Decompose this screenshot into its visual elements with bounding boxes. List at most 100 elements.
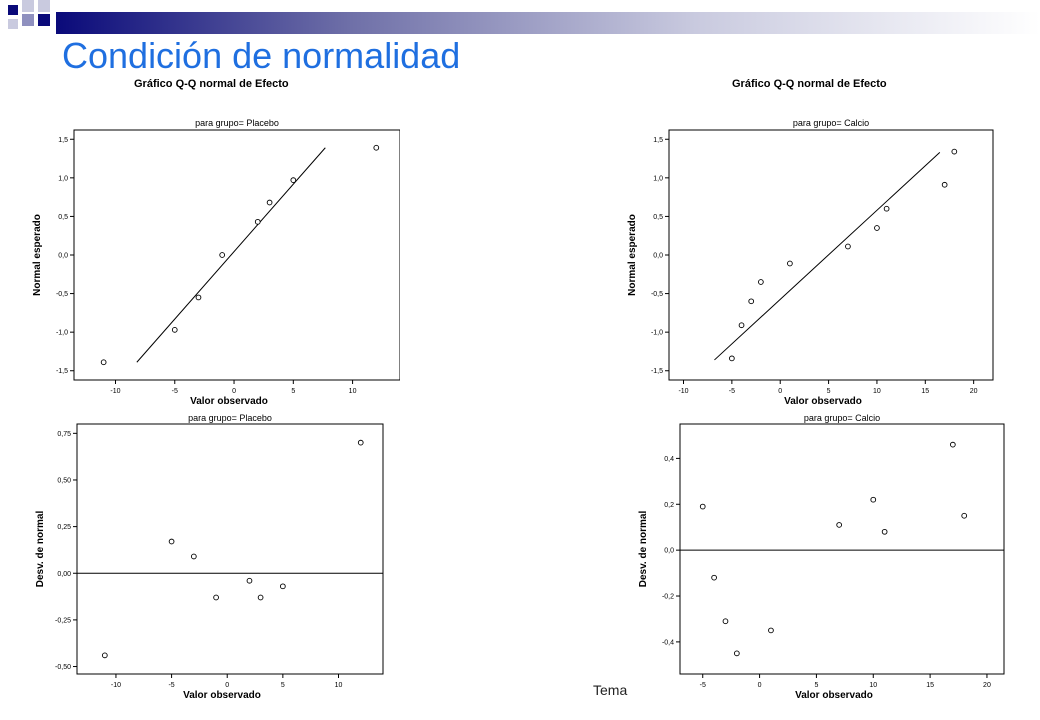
y-tick-label: -1,0 [56,330,68,337]
data-point [246,577,253,584]
x-tick-label: -5 [700,682,706,689]
x-tick-label: 5 [281,682,285,689]
y-tick-label: 0,4 [664,456,674,463]
y-tick-label: 0,25 [57,524,71,531]
plot-frame [668,129,994,381]
y-tick-label: 1,0 [58,175,68,182]
qq-plot-calcio: para grupo= Calcio -10 -5 0 5 10 15 20 -1,5 -1,0 -… [627,118,994,407]
data-point [357,439,364,446]
y-tick-label: 0,00 [57,571,71,578]
data-point [219,252,226,258]
y-tick-label: 0,0 [664,548,674,555]
header-square-dark [8,5,18,15]
chart-heading-placebo: Gráfico Q-Q normal de Efecto [134,78,289,90]
y-tick-label: 0,0 [58,253,68,260]
x-tick-label: 0 [232,388,236,395]
data-point [711,574,717,581]
data-point [787,260,793,267]
y-tick-label: -0,5 [651,291,663,298]
y-tick-label: -1,0 [651,330,663,337]
data-point [845,243,851,250]
x-tick-label: 15 [926,682,934,689]
data-point [836,522,843,528]
slide-title: Condición de normalidad [62,35,461,76]
x-axis-label: Valor observado [183,690,261,701]
x-tick-label: 20 [970,388,978,395]
header-square-light [8,19,18,29]
data-point [949,441,956,448]
y-tick-label: 0,5 [58,214,68,221]
data-point [768,627,774,634]
data-point [748,298,755,305]
y-axis-label: Desv. de normal [35,511,46,588]
data-point [373,144,380,151]
header-square-light [38,0,50,12]
data-point [870,496,877,503]
plot-frame [73,129,400,381]
chart-heading-calcio: Gráfico Q-Q normal de Efecto [732,78,887,90]
x-tick-label: 15 [921,388,929,395]
y-tick-label: -1,5 [56,368,68,375]
data-point [729,355,735,362]
x-tick-label: 5 [814,682,818,689]
y-tick-label: 0,2 [664,502,674,509]
y-tick-label: -0,5 [56,291,68,298]
qq-plot-placebo: para grupo= Placebo -10 -5 0 5 10 -1,5 -1,0 -0,5… [32,118,400,407]
x-tick-label: 10 [335,682,343,689]
x-tick-label: 5 [827,388,831,395]
data-point [738,322,745,329]
y-axis-label: Normal esperado [32,214,43,296]
data-point [100,359,107,366]
detrended-plot-placebo: para grupo= Placebo -10 -5 0 5 10 -0,50 -0,25 0,… [35,413,384,701]
group-title: para grupo= Placebo [188,413,272,423]
x-tick-label: 20 [983,682,991,689]
x-tick-label: -10 [111,682,121,689]
y-tick-label: -0,25 [55,617,71,624]
group-title: para grupo= Calcio [793,118,869,128]
header-gradient-band [56,12,1040,34]
x-tick-label: 10 [873,388,881,395]
x-tick-label: 10 [349,388,357,395]
y-tick-label: 0,75 [57,431,71,438]
slide-header [0,0,1040,50]
y-tick-label: -0,50 [55,664,71,671]
data-point [257,594,264,601]
data-point [883,205,890,212]
x-tick-label: 0 [778,388,782,395]
data-point [280,583,286,590]
data-point [941,181,948,188]
x-tick-label: -5 [172,388,178,395]
data-point [874,225,880,231]
data-point [254,218,261,225]
data-point [101,652,108,659]
data-point [722,618,729,625]
detrended-plot-calcio: para grupo= Calcio -5 0 5 10 15 20 -0,4 -0,2 0,0 0… [638,413,1005,701]
data-point [266,199,273,206]
x-tick-label: -10 [110,388,120,395]
y-tick-label: -0,4 [662,639,674,646]
y-tick-label: 0,5 [653,214,663,221]
x-tick-label: 5 [291,388,295,395]
header-square-light [22,0,34,12]
group-title: para grupo= Placebo [195,118,279,128]
data-point [758,279,764,285]
x-tick-label: -5 [168,682,174,689]
y-tick-label: -0,2 [662,594,674,601]
header-square-mid [22,14,34,26]
y-tick-label: -1,5 [651,368,663,375]
x-tick-label: -10 [678,388,688,395]
y-tick-label: 0,0 [653,253,663,260]
data-point [951,148,958,155]
y-axis-label: Desv. de normal [638,511,649,588]
data-point [699,503,706,510]
data-point [168,538,175,545]
group-title: para grupo= Calcio [804,413,880,423]
plot-frame [76,423,384,675]
y-tick-label: 1,5 [58,137,68,144]
footer-text: Tema [593,682,628,698]
y-tick-label: 1,5 [653,137,663,144]
data-point [213,594,219,601]
data-point [171,326,178,333]
data-point [190,553,197,560]
x-tick-label: -5 [729,388,735,395]
